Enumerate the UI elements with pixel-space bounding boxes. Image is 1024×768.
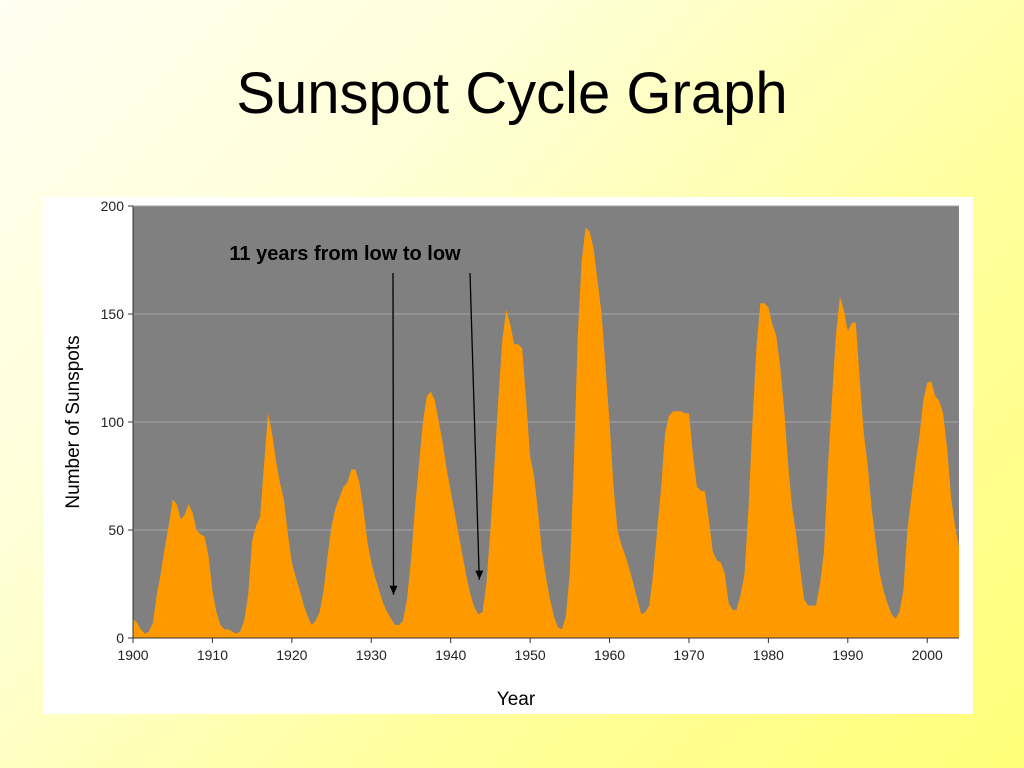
y-axis-title: Number of Sunspots	[63, 335, 84, 508]
x-tick-labels: 1900 1910 1920 1930 1940 1950 1960 1970 1980 1990…	[117, 647, 943, 663]
x-tick-label: 1980	[753, 647, 784, 663]
x-tick-label: 1930	[356, 647, 387, 663]
sunspot-area-series	[133, 227, 959, 638]
x-tick-label: 1950	[515, 647, 546, 663]
x-tick-label: 1970	[673, 647, 704, 663]
x-tick-label: 1960	[594, 647, 625, 663]
chart-panel: 0 50 100 150 200 1900 1910 1920 1930 1940 1950 196…	[43, 197, 973, 714]
x-tick-label: 1940	[435, 647, 466, 663]
slide-title: Sunspot Cycle Graph	[236, 61, 788, 126]
y-tick-label: 200	[101, 198, 125, 214]
y-tick-label: 0	[116, 630, 124, 646]
annotation-text: 11 years from low to low	[229, 243, 461, 265]
annotation-arrow	[469, 272, 480, 580]
x-tick-label: 1920	[276, 647, 307, 663]
x-tick-label: 1900	[117, 647, 148, 663]
y-tick-labels: 0 50 100 150 200	[101, 198, 125, 646]
axes	[128, 205, 959, 643]
x-axis-title: Year	[497, 689, 536, 710]
annotation-arrow	[392, 272, 395, 595]
x-tick-label: 2000	[912, 647, 943, 663]
y-tick-label: 150	[101, 306, 125, 322]
arrowhead-icon	[389, 585, 398, 595]
x-tick-label: 1990	[832, 647, 863, 663]
sunspot-chart: 0 50 100 150 200 1900 1910 1920 1930 1940 1950 196…	[63, 198, 959, 710]
annotation: 11 years from low to low	[229, 243, 484, 595]
y-tick-label: 100	[101, 414, 125, 430]
arrowhead-icon	[475, 570, 484, 580]
y-tick-label: 50	[108, 522, 124, 538]
x-tick-label: 1910	[197, 647, 228, 663]
